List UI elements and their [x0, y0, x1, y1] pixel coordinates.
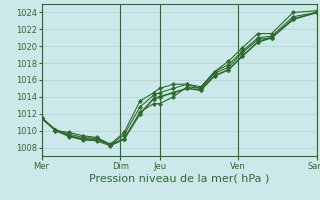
- X-axis label: Pression niveau de la mer( hPa ): Pression niveau de la mer( hPa ): [89, 173, 269, 183]
